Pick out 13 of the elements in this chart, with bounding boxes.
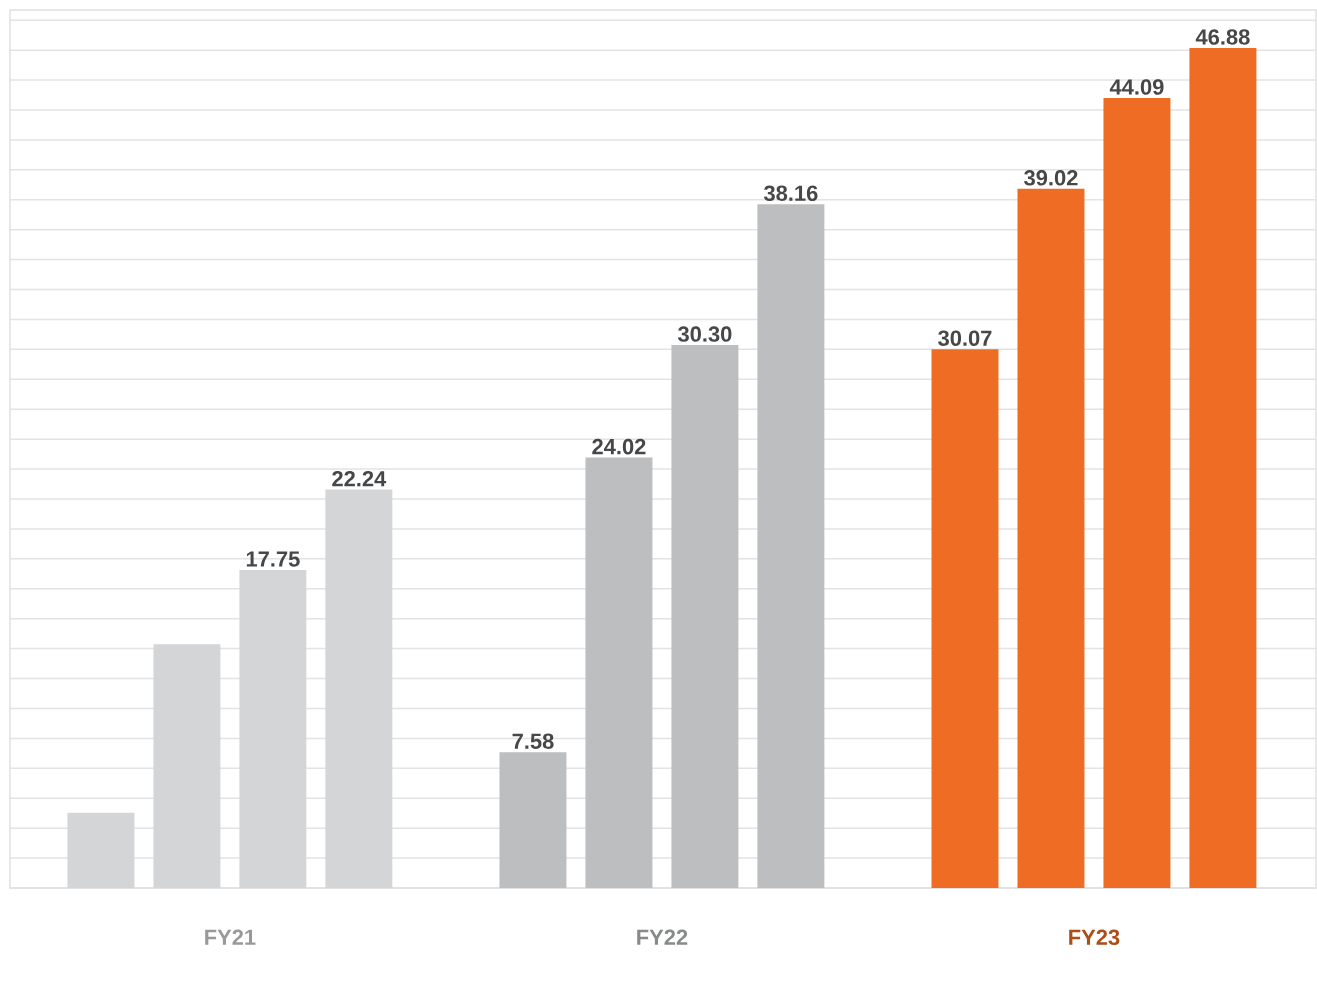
data-label: 30.30 [677,326,732,342]
data-label: 30.07 [938,330,992,346]
data-label: 24.02 [592,438,646,455]
data-label: 17.75 [246,551,300,567]
data-label: 39.02 [1024,170,1078,186]
data-label: 7.58 [512,733,554,749]
data-label: 38.16 [763,185,818,202]
data-label: 46.88 [1195,29,1250,45]
x-tick-label: FY23 [1069,929,1120,946]
x-tick-label: FY21 [205,929,256,945]
data-label: 22.24 [332,470,387,487]
data-label: 44.09 [1109,79,1164,95]
x-tick-label: FY22 [637,929,688,945]
